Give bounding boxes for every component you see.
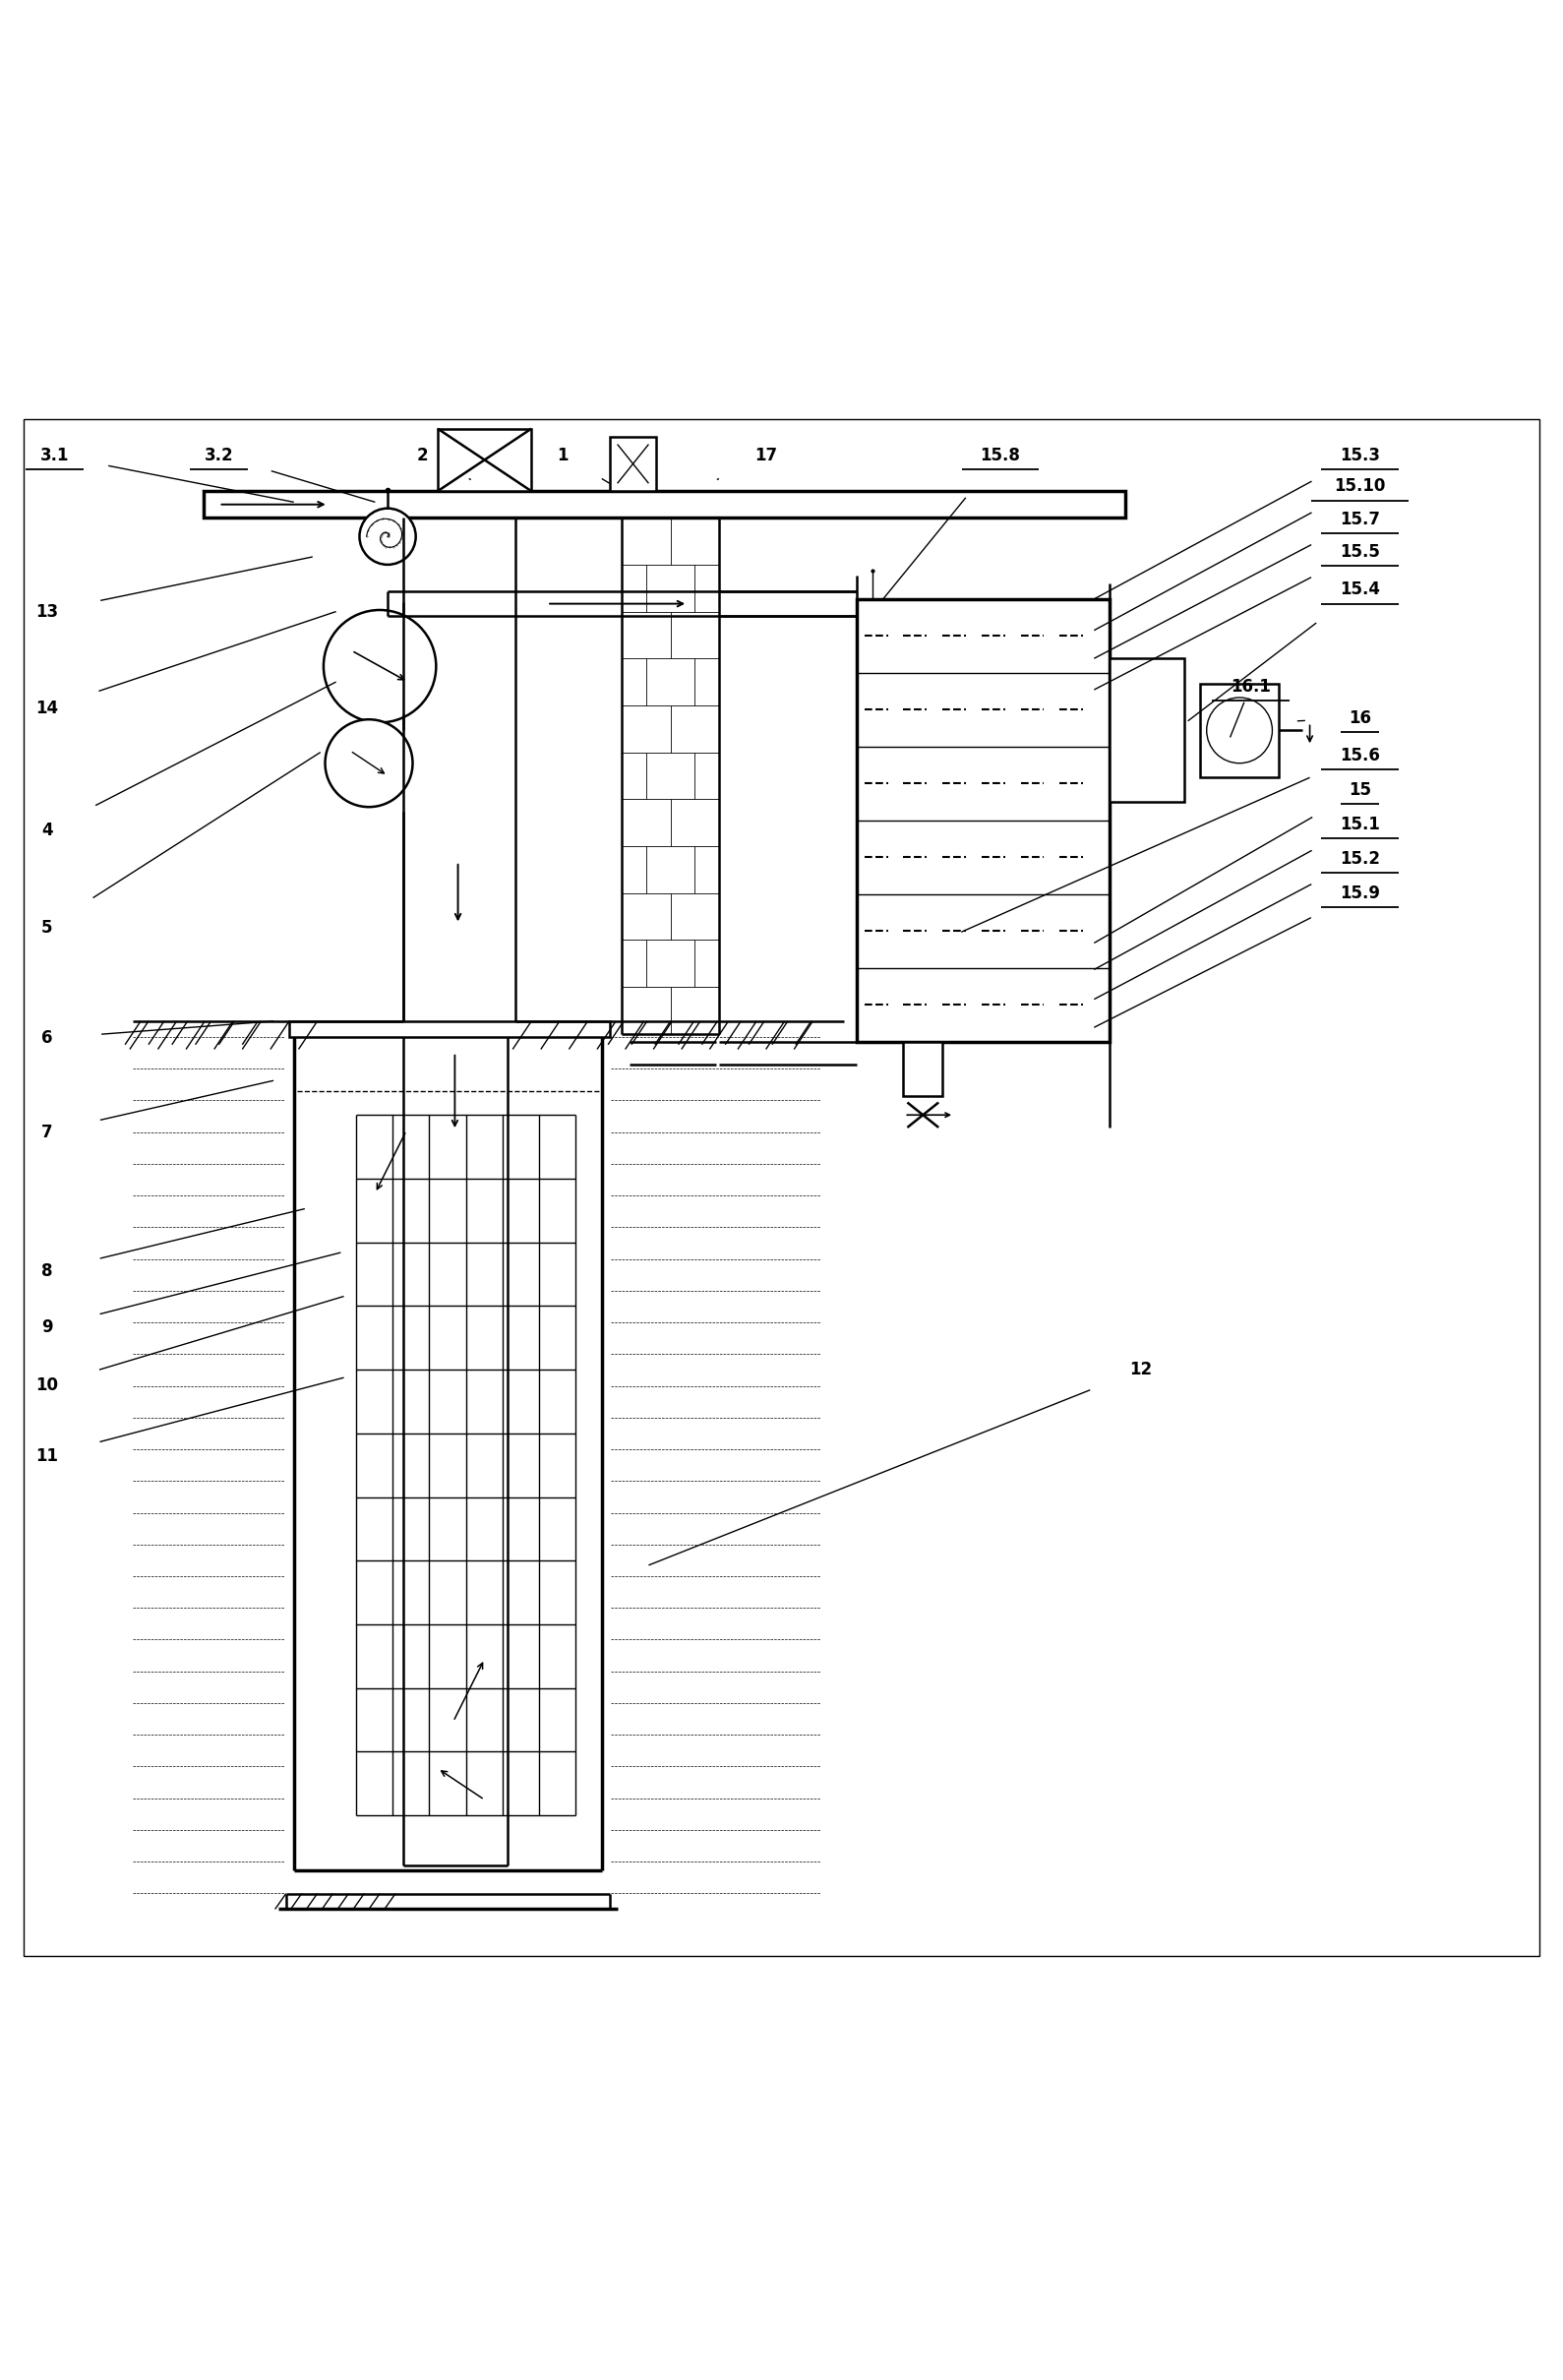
Text: 12: 12 — [1130, 1361, 1152, 1378]
Text: 9: 9 — [41, 1319, 53, 1338]
Circle shape — [1207, 697, 1272, 764]
Text: 15.2: 15.2 — [1339, 850, 1380, 866]
Bar — [903, 1042, 942, 1097]
Text: 15.9: 15.9 — [1339, 883, 1380, 902]
Bar — [289, 1021, 610, 1038]
Text: 1: 1 — [556, 447, 569, 464]
Text: 7: 7 — [41, 1123, 53, 1140]
Text: 15.1: 15.1 — [1339, 816, 1380, 833]
Circle shape — [359, 509, 416, 564]
Bar — [1200, 683, 1279, 778]
Text: 15.8: 15.8 — [980, 447, 1021, 464]
Bar — [438, 428, 531, 490]
Text: 17: 17 — [755, 447, 777, 464]
Text: 6: 6 — [41, 1031, 53, 1047]
Bar — [1110, 659, 1185, 802]
Text: 3.1: 3.1 — [41, 447, 69, 464]
Circle shape — [325, 719, 413, 807]
Text: 15.5: 15.5 — [1339, 543, 1380, 562]
Text: 8: 8 — [41, 1261, 53, 1280]
Text: 15: 15 — [1349, 781, 1371, 800]
Text: 15.7: 15.7 — [1339, 509, 1380, 528]
Text: 16.1: 16.1 — [1230, 678, 1271, 695]
Text: 5: 5 — [41, 919, 53, 935]
Text: 15.6: 15.6 — [1339, 747, 1380, 764]
Bar — [203, 490, 1125, 519]
Bar — [857, 600, 1110, 1042]
Text: 11: 11 — [36, 1447, 58, 1464]
Text: 13: 13 — [36, 602, 58, 621]
Bar — [610, 436, 656, 490]
Text: 2: 2 — [416, 447, 428, 464]
Circle shape — [324, 609, 436, 724]
Text: 3.2: 3.2 — [205, 447, 233, 464]
Text: 16: 16 — [1349, 709, 1371, 726]
Text: 15.4: 15.4 — [1339, 581, 1380, 597]
Text: 10: 10 — [36, 1376, 58, 1395]
Text: 4: 4 — [41, 821, 53, 840]
Text: 14: 14 — [36, 700, 58, 716]
Text: 15.3: 15.3 — [1339, 447, 1380, 464]
Text: 15.10: 15.10 — [1335, 478, 1385, 495]
